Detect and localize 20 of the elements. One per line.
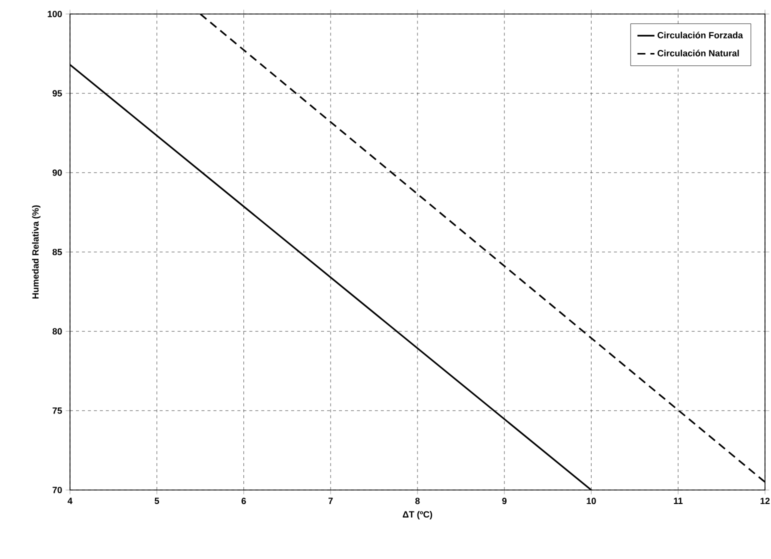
x-tick-label: 11 [674,498,683,504]
y-tick-label: 80 [52,328,62,335]
y-tick-label: 70 [52,486,62,494]
x-axis-title: ΔT (ºC) [402,510,432,520]
x-tick-label: 4 [68,498,72,504]
y-tick-label: 75 [52,408,62,414]
x-tick-label: 6 [242,498,246,504]
legend-label: Circulación Natural [658,50,739,56]
y-axis-title: Humedad Relativa (%) [32,205,40,298]
legend-label: Circulación Forzada [658,32,743,38]
x-tick-label: 10 [586,498,596,504]
y-tick-label: 100 [48,10,62,18]
y-tick-label: 85 [52,248,62,256]
x-tick-label: 8 [415,498,420,504]
x-tick-label: 9 [502,498,507,504]
x-tick-label: 7 [328,498,333,504]
x-tick-label: 12 [760,498,770,504]
x-tick-label: 5 [154,498,160,504]
y-tick-label: 95 [52,90,62,97]
y-tick-label: 90 [52,169,62,176]
